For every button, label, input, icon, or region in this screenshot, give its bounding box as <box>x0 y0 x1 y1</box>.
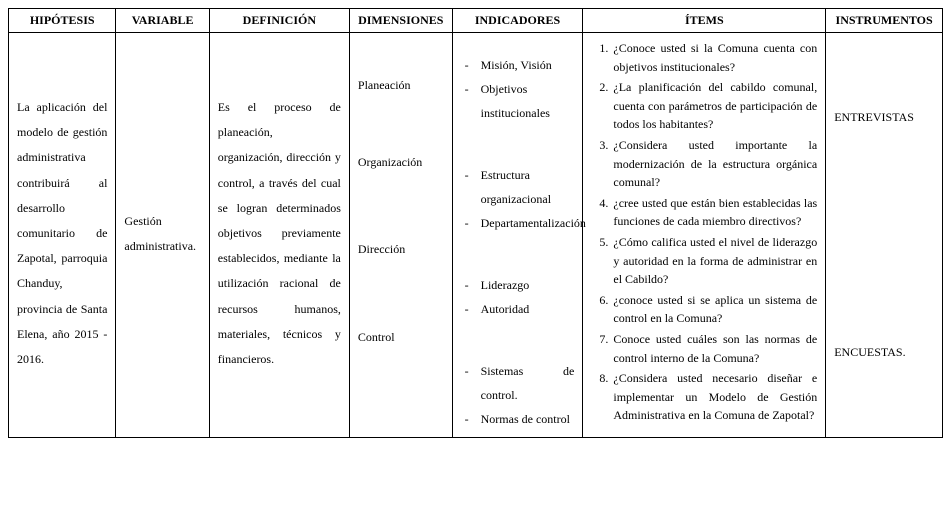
indicador-objetivos: Objetivos institucionales <box>465 77 575 125</box>
cell-dimensiones: Planeación Organización Dirección Contro… <box>349 33 452 438</box>
dimension-direccion: Dirección <box>358 237 444 262</box>
dimension-organizacion: Organización <box>358 150 444 175</box>
cell-indicadores: Misión, Visión Objetivos institucionales… <box>452 33 583 438</box>
dimension-control: Control <box>358 325 444 350</box>
dimension-planeacion: Planeación <box>358 39 444 98</box>
indicador-sistemas-control: Sistemas de control. <box>465 359 575 407</box>
operationalization-table: HIPÓTESIS VARIABLE DEFINICIÓN DIMENSIONE… <box>8 8 943 438</box>
item-q1: ¿Conoce usted si la Comuna cuenta con ob… <box>611 39 817 76</box>
indicador-group-3: Liderazgo Autoridad <box>461 273 575 321</box>
definicion-text: Es el proceso de planeación, organizació… <box>218 39 341 372</box>
item-q4: ¿cree usted que están bien establecidas … <box>611 194 817 231</box>
table-row: La aplicación del modelo de gestión admi… <box>9 33 943 438</box>
instrumento-encuestas: ENCUESTAS. <box>834 340 934 365</box>
header-dimensiones: DIMENSIONES <box>349 9 452 33</box>
items-list: ¿Conoce usted si la Comuna cuenta con ob… <box>591 39 817 425</box>
indicador-autoridad: Autoridad <box>465 297 575 321</box>
indicador-group-4: Sistemas de control. Normas de control <box>461 359 575 431</box>
cell-items: ¿Conoce usted si la Comuna cuenta con ob… <box>583 33 826 438</box>
header-instrumentos: INSTRUMENTOS <box>826 9 943 33</box>
item-q2: ¿La planificación del cabildo comunal, c… <box>611 78 817 134</box>
header-indicadores: INDICADORES <box>452 9 583 33</box>
cell-hipotesis: La aplicación del modelo de gestión admi… <box>9 33 116 438</box>
instrumento-entrevistas: ENTREVISTAS <box>834 105 934 130</box>
item-q3: ¿Considera usted importante la moderniza… <box>611 136 817 192</box>
item-q5: ¿Cómo califica usted el nivel de lideraz… <box>611 233 817 289</box>
indicador-liderazgo: Liderazgo <box>465 273 575 297</box>
indicador-mision-vision: Misión, Visión <box>465 53 575 77</box>
header-hipotesis: HIPÓTESIS <box>9 9 116 33</box>
cell-instrumentos: ENTREVISTAS ENCUESTAS. <box>826 33 943 438</box>
item-q7: Conoce usted cuáles son las normas de co… <box>611 330 817 367</box>
hipotesis-text: La aplicación del modelo de gestión admi… <box>17 39 107 372</box>
variable-text: Gestión administrativa. <box>124 39 200 259</box>
cell-variable: Gestión administrativa. <box>116 33 209 438</box>
indicador-group-2: Estructura organizacional Departamentali… <box>461 163 575 235</box>
indicador-group-1: Misión, Visión Objetivos institucionales <box>461 53 575 125</box>
indicador-departamentalizacion: Departamentalización <box>465 211 575 235</box>
cell-definicion: Es el proceso de planeación, organizació… <box>209 33 349 438</box>
header-variable: VARIABLE <box>116 9 209 33</box>
item-q8: ¿Considera usted necesario diseñar e imp… <box>611 369 817 425</box>
header-definicion: DEFINICIÓN <box>209 9 349 33</box>
indicador-normas-control: Normas de control <box>465 407 575 431</box>
header-items: ÍTEMS <box>583 9 826 33</box>
table-header-row: HIPÓTESIS VARIABLE DEFINICIÓN DIMENSIONE… <box>9 9 943 33</box>
item-q6: ¿conoce usted si se aplica un sistema de… <box>611 291 817 328</box>
indicador-estructura: Estructura organizacional <box>465 163 575 211</box>
